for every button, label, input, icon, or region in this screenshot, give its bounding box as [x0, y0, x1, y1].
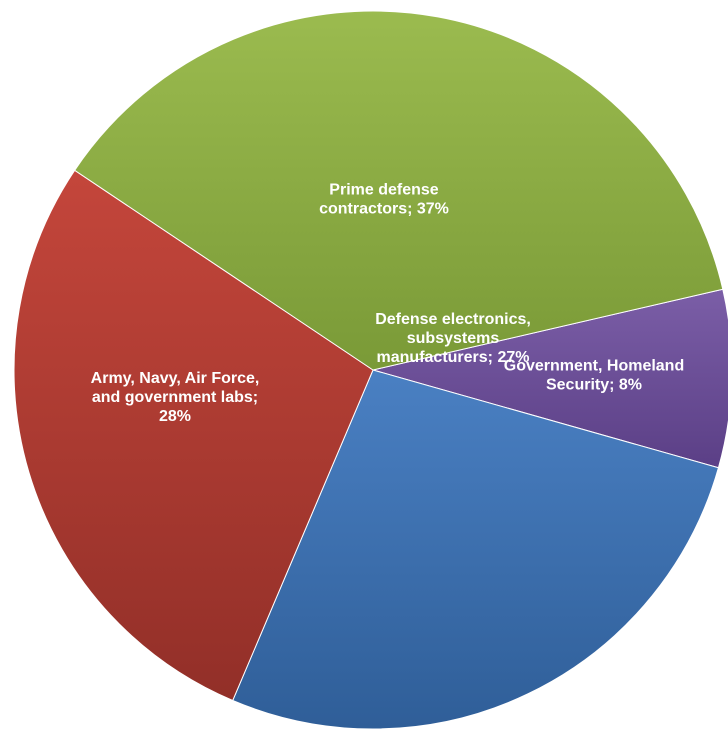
- slice-label-2: Army, Navy, Air Force, and government lab…: [91, 370, 260, 425]
- pie-slice-0: [372, 288, 728, 469]
- pie-slice-2: [13, 169, 374, 702]
- pie-slice-3: [73, 10, 724, 371]
- slice-label-line: Prime defense: [329, 182, 438, 199]
- slice-label-line: contractors; 37%: [319, 201, 449, 218]
- slice-label-line: Government, Homeland: [504, 358, 684, 375]
- slice-label-line: 28%: [159, 408, 191, 425]
- slice-label-line: and government labs;: [92, 389, 258, 406]
- slice-label-line: Defense electronics,: [375, 311, 531, 328]
- slice-label-3: Prime defense contractors; 37%: [319, 182, 449, 218]
- slice-label-1: Defense electronics, subsystems manufactur…: [375, 311, 531, 366]
- slice-label-line: subsystems: [407, 330, 500, 347]
- pie-labels: Government, Homeland Security; 8% Defense …: [91, 182, 685, 426]
- slice-label-line: Security; 8%: [546, 377, 642, 394]
- pie-slice-1: [232, 369, 720, 730]
- slice-label-line: Army, Navy, Air Force,: [91, 370, 260, 387]
- slice-label-line: manufacturers; 27%: [377, 349, 530, 366]
- slice-label-0: Government, Homeland Security; 8%: [504, 358, 684, 394]
- pie-slices: [13, 10, 728, 730]
